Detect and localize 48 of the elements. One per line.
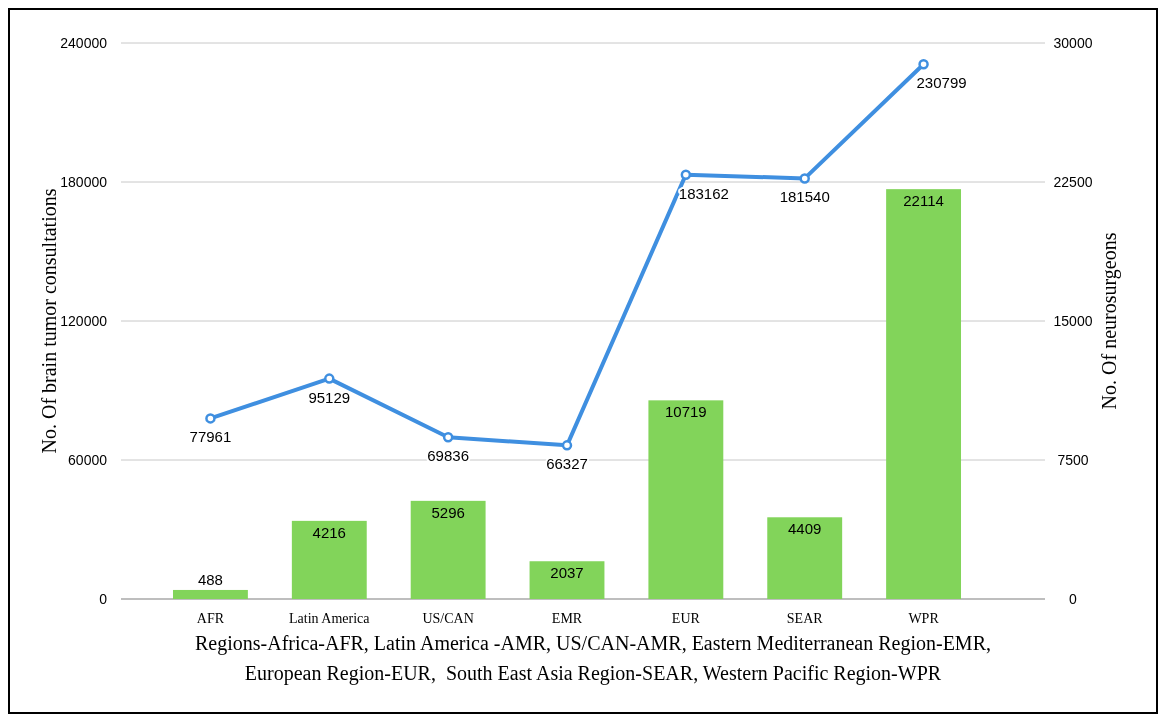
data-label: 230799 — [916, 74, 967, 92]
bar — [291, 520, 367, 599]
y-tick-label: 0 — [99, 591, 108, 607]
data-label: 69836 — [427, 447, 469, 465]
data-label: 77961 — [189, 428, 232, 446]
bar — [767, 517, 843, 599]
y2-tick-label: 0 — [1069, 591, 1078, 607]
point — [442, 431, 454, 443]
data-label: 488 — [197, 570, 223, 588]
point — [680, 169, 692, 180]
data-label: 5296 — [431, 503, 465, 521]
data-label: 181540 — [779, 188, 830, 206]
y2-tick-label: 15000 — [1053, 313, 1093, 329]
x-tick-label: US/CAN — [422, 611, 474, 626]
y2-tick-label: 30000 — [1053, 35, 1093, 51]
y-tick-label: 180000 — [60, 174, 108, 190]
data-label: 10719 — [665, 403, 707, 421]
data-label: 95129 — [308, 388, 351, 406]
x-axis-title: Regions-Africa-AFR, Latin America -AMR, US/CAN-AMR, Eastern Mediterranean Region-EMR, European Region-EUR, South East Asia Region-SEAR, Western Pacific Region-WPR — [195, 632, 991, 685]
bar — [172, 589, 248, 599]
data-label: 66327 — [546, 455, 588, 473]
y-tick-label: 240000 — [60, 35, 108, 51]
y2-axis-title: No. Of neurosurgeons — [1098, 232, 1121, 410]
y2-tick-label: 22500 — [1053, 174, 1093, 190]
point — [205, 413, 216, 424]
x-tick-label: SEAR — [786, 611, 824, 626]
y-tick-label: 120000 — [60, 313, 108, 329]
x-tick-label: AFR — [196, 611, 225, 626]
x-tick-label: EUR — [671, 611, 701, 626]
bar — [886, 189, 962, 599]
y-tick-label: 60000 — [68, 452, 108, 468]
bar — [529, 561, 605, 599]
data-label: 183162 — [678, 184, 729, 202]
bar — [410, 500, 486, 599]
y-axis-title: No. Of brain tumor consultations — [38, 188, 60, 454]
y2-tick-label: 7500 — [1057, 452, 1089, 468]
data-label: 22114 — [903, 192, 944, 210]
bar — [648, 400, 724, 599]
point — [561, 440, 573, 451]
x-tick-label: WPR — [908, 611, 940, 626]
point — [799, 173, 810, 184]
point — [918, 59, 929, 70]
x-tick-label: EMR — [551, 611, 583, 626]
data-label: 4409 — [788, 520, 822, 538]
data-label: 4216 — [312, 523, 346, 541]
x-tick-label: Latin America — [289, 611, 371, 626]
point — [324, 373, 335, 384]
data-label: 2037 — [550, 564, 584, 582]
